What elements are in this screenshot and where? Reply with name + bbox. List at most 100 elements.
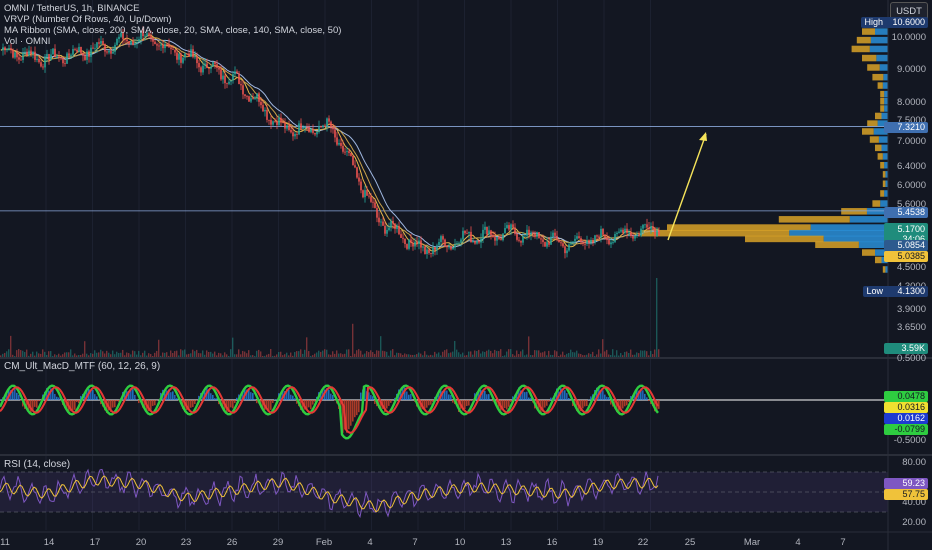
candle-body [358,177,360,182]
vrvp-up-bar [789,229,888,237]
macd-hist-bar [452,400,454,403]
candle-body [304,126,306,128]
volume-bar [318,350,320,358]
volume-bar [644,350,646,358]
volume-bar [492,353,494,358]
macd-hist-bar [354,400,356,418]
volume-bar [544,351,546,358]
candle-body [324,125,326,127]
volume-bar [68,352,70,358]
macd-hist-bar [634,393,636,400]
candle-body [246,95,248,97]
candle-body [570,242,572,245]
candle-body [530,232,532,235]
candle-body [28,50,30,56]
volume-bar [10,335,12,358]
candle-body [336,137,338,145]
price-axis[interactable]: 10.0000 9.0000 8.0000 7.5000 7.0000 6.4000 6.0… [892,32,926,528]
macd-hist-bar [116,400,118,402]
candle-body [316,131,318,135]
macd-hist-bar [538,400,540,413]
candle-body [496,236,498,241]
macd-hist-bar [26,400,28,410]
macd-hist-bar [524,392,526,400]
volume-bar [540,352,542,358]
volume-bar [34,355,36,358]
volume-bar [646,351,648,358]
volume-bar [264,355,266,358]
candle-body [230,80,232,82]
rsi-axis-label: 20.00 [902,517,926,528]
vrvp-up-bar [882,153,888,160]
volume-bar [518,354,520,358]
time-tick-label: 25 [685,537,696,548]
volume-bar [572,352,574,358]
candle-body [502,233,504,241]
arrow-head [699,132,707,141]
volume-bar [178,355,180,358]
candle-body [64,63,66,65]
macd-hist-bar [390,400,392,403]
volume-bar [500,349,502,358]
volume-bar [416,354,418,358]
macd-hist-bar [252,393,254,400]
macd-hist-bar [536,400,538,410]
candle-body [60,57,62,59]
macd-hist-bar [498,400,500,411]
volume-bar [224,352,226,358]
volume-bar [372,352,374,358]
candle-body [46,54,48,57]
candle-body [124,39,126,40]
volume-legend[interactable]: Vol · OMNI [4,36,51,47]
symbol-title: OMNI / TetherUS, 1h, BINANCE [4,3,140,14]
volume-bar [154,352,156,358]
volume-bar [552,355,554,358]
vrvp-up-bar [869,45,888,53]
candle-body [280,117,282,123]
vrvp-up-bar [884,97,888,105]
volume-bar [98,352,100,358]
volume-bar [0,355,2,358]
candle-body [244,94,246,96]
volume-bar [370,350,372,358]
macd-hist-bar [482,389,484,400]
volume-bar [142,352,144,358]
candle-body [434,247,436,251]
candle-body [334,129,336,138]
rsi-title[interactable]: RSI (14, close) [4,459,71,470]
ma-ribbon-legend[interactable]: MA Ribbon (SMA, close, 200, SMA, close, … [4,25,342,36]
macd-hist-bar [310,400,312,410]
volume-bar [526,354,528,358]
high-value: 10.6000 [884,17,928,28]
volume-bar [348,349,350,358]
candle-body [386,230,388,234]
macd-hist-bar [628,400,630,402]
macd-hist-bar [384,400,386,412]
vrvp-up-bar [885,180,888,187]
candle-body [90,47,92,57]
candle-body [86,51,88,60]
volume-bar [396,352,398,358]
volume-bar [6,351,8,358]
vrvp-legend[interactable]: VRVP (Number Of Rows, 40, Up/Down) [4,14,172,25]
time-axis[interactable]: 11 14 17 20 23 26 29 Feb 4 7 10 13 16 19 22 25 Mar 4 7 [0,537,846,548]
candle-body [426,249,428,254]
macd-value-2: 0.0316 [884,402,928,413]
candle-body [286,125,288,129]
volume-bar [560,354,562,358]
candle-body [190,49,192,57]
volume-bar [42,349,44,358]
macd-hist-bar [16,392,18,400]
macd-hist-bar [184,400,186,413]
candle-body [128,41,130,44]
candle-body [546,242,548,247]
macd-title[interactable]: CM_Ult_MacD_MTF (60, 12, 26, 9) [4,361,161,372]
volume-bar [280,351,282,358]
time-tick-label: Feb [316,537,332,548]
volume-bar [4,352,6,358]
macd-hist-bar [22,400,24,407]
candle-body [596,235,598,237]
low-value: 4.1300 [884,286,928,297]
candle-body [96,42,98,48]
